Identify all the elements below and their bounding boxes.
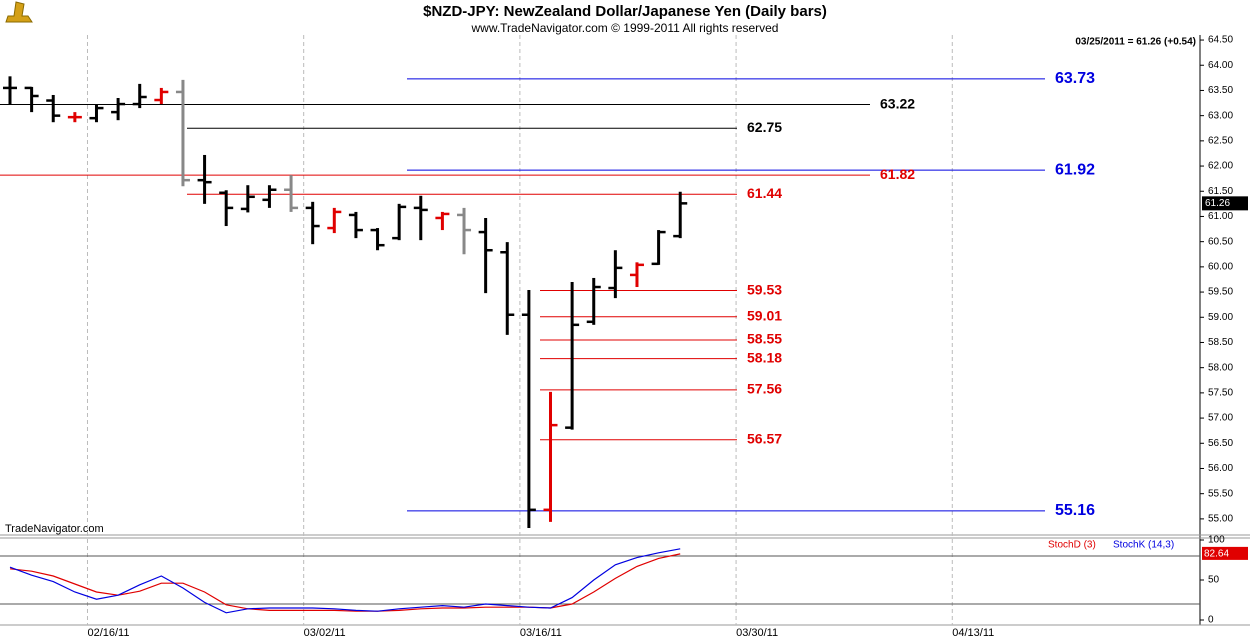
y-tick-label: 59.00 [1208, 312, 1233, 323]
level-label: 58.55 [747, 331, 782, 347]
y-tick-label: 62.50 [1208, 135, 1233, 146]
chart-subtitle: www.TradeNavigator.com © 1999-2011 All r… [471, 21, 779, 35]
y-tick-label: 57.50 [1208, 388, 1233, 399]
level-label: 58.18 [747, 349, 782, 365]
x-tick-label: 03/16/11 [520, 627, 562, 639]
y-tick-label: 56.50 [1208, 438, 1233, 449]
last-price-label: 61.26 [1205, 198, 1230, 209]
y-tick-label: 61.50 [1208, 186, 1233, 197]
logo [5, 1, 33, 23]
y-tick-label: 64.00 [1208, 60, 1233, 71]
y-tick-label: 55.00 [1208, 514, 1233, 525]
y-tick-label: 57.00 [1208, 413, 1233, 424]
y-tick-label: 60.50 [1208, 236, 1233, 247]
y-tick-label: 58.00 [1208, 362, 1233, 373]
x-tick-label: 03/30/11 [736, 627, 778, 639]
level-label: 62.75 [747, 119, 782, 135]
y-tick-label: 61.00 [1208, 211, 1233, 222]
stoch-line [9, 553, 681, 612]
y-tick-label: 0 [1208, 615, 1214, 626]
last-value-label: 82.64 [1204, 549, 1229, 560]
y-tick-label: 100 [1208, 535, 1225, 546]
level-label: 59.53 [747, 281, 782, 297]
legend-entry: StochK (14,3) [1113, 540, 1174, 551]
y-tick-label: 62.00 [1208, 161, 1233, 172]
level-label: 63.73 [1055, 70, 1095, 87]
level-label: 55.16 [1055, 502, 1095, 519]
chart-title: $NZD-JPY: NewZealand Dollar/Japanese Yen… [423, 3, 827, 20]
y-tick-label: 50 [1208, 575, 1220, 586]
y-tick-label: 55.50 [1208, 488, 1233, 499]
watermark: TradeNavigator.com [5, 523, 104, 535]
legend-entry: StochD (3) [1048, 540, 1096, 551]
level-label: 56.57 [747, 430, 782, 446]
y-tick-label: 59.50 [1208, 287, 1233, 298]
level-label: 61.92 [1055, 161, 1095, 178]
price-header: 03/25/2011 = 61.26 (+0.54) [1075, 37, 1196, 48]
last-value-box [1202, 546, 1248, 560]
level-label: 59.01 [747, 307, 782, 323]
y-tick-label: 64.50 [1208, 35, 1233, 46]
y-tick-label: 56.00 [1208, 463, 1233, 474]
level-label: 57.56 [747, 381, 782, 397]
level-label: 63.22 [880, 95, 915, 111]
level-label: 61.82 [880, 166, 915, 182]
x-tick-label: 04/13/11 [952, 627, 994, 639]
y-tick-label: 58.50 [1208, 337, 1233, 348]
x-tick-label: 02/16/11 [87, 627, 129, 639]
last-price-box [1202, 196, 1248, 211]
y-tick-label: 60.00 [1208, 262, 1233, 273]
x-tick-label: 03/02/11 [304, 627, 346, 639]
stoch-line [9, 548, 681, 614]
level-label: 61.44 [747, 185, 782, 201]
y-tick-label: 63.00 [1208, 110, 1233, 121]
y-tick-label: 63.50 [1208, 85, 1233, 96]
